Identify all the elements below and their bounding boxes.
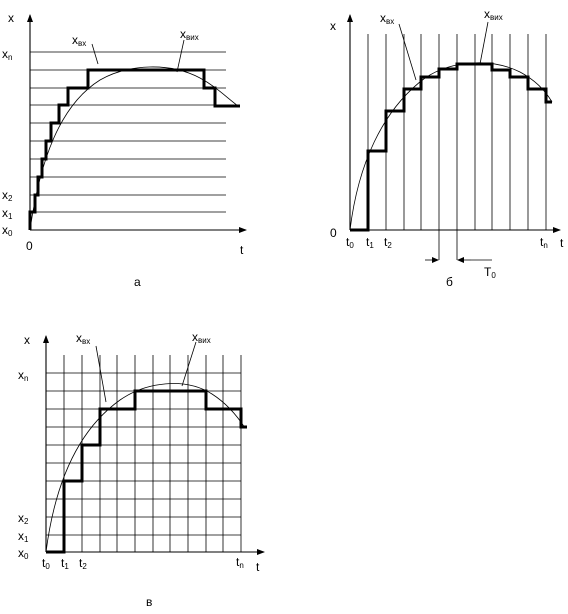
panel-b-caption: б [446, 275, 453, 289]
panel-a-xn-label: xn [2, 47, 12, 62]
panel-c-in-label: xвх [76, 331, 90, 346]
panel-a-out-label: xвих [180, 27, 199, 42]
panel-a-x1-label: x1 [2, 206, 13, 221]
panel-c-x2-label: x2 [18, 511, 29, 526]
panel-b-in-leader [398, 23, 417, 81]
panel-c-t-axis-label: t [256, 560, 260, 574]
panel-a: x xn x2 x1 x0 0 t xвх xвих а [2, 11, 247, 289]
panel-c-t0-label: t0 [42, 556, 50, 571]
panel-b-t1-label: t1 [366, 235, 374, 250]
panel-a-t-axis-label: t [240, 243, 244, 257]
panel-c: x xn x2 x1 x0 t0 t1 t2 tn t xвх xвих в [18, 330, 265, 609]
panel-c-out-leader [181, 341, 197, 387]
panel-c-x-axis-label: x [24, 333, 30, 347]
panel-c-out-label: xвих [192, 330, 211, 345]
panel-c-t1-label: t1 [61, 556, 69, 571]
panel-c-x1-label: x1 [18, 529, 29, 544]
panel-b-input-curve [349, 62, 553, 231]
panel-c-level-grid [46, 372, 241, 536]
panel-a-origin-label: 0 [26, 239, 33, 253]
panel-a-x-axis-label: x [8, 11, 14, 25]
panel-b: x 0 t0 t1 t2 tn t T0 xвх xвих б [330, 7, 564, 289]
panel-b-out-leader [479, 21, 489, 65]
panel-b-tn-label: tn [540, 235, 548, 250]
panel-a-caption: а [134, 275, 141, 289]
panel-c-output-staircase [46, 389, 247, 554]
panel-a-input-curve [29, 66, 239, 231]
panel-b-in-label: xвх [380, 11, 394, 26]
panel-c-tn-label: tn [236, 555, 244, 570]
panel-b-origin-label: 0 [330, 226, 337, 240]
panel-b-t2-label: t2 [384, 235, 392, 250]
panel-a-out-leader [176, 39, 185, 73]
panel-c-xn-label: xn [18, 368, 28, 383]
panel-a-output-staircase [28, 68, 240, 230]
panel-a-x2-label: x2 [2, 188, 13, 203]
panel-c-t2-label: t2 [79, 556, 87, 571]
panel-b-t0-label: t0 [346, 235, 354, 250]
panel-c-caption: в [146, 595, 152, 609]
panel-c-in-leader [95, 345, 107, 403]
panel-a-in-label: xвх [72, 33, 86, 48]
panel-c-sample-grid [63, 355, 242, 552]
panel-a-in-leader [91, 43, 99, 65]
panel-b-period-label: T0 [484, 265, 496, 280]
panel-c-x0-label: x0 [18, 546, 29, 561]
panel-b-x-axis-label: x [330, 19, 336, 33]
panel-a-x0-label: x0 [2, 223, 13, 238]
panel-b-out-label: xвих [484, 7, 503, 22]
panel-b-t-axis-label: t [560, 236, 564, 250]
panel-b-output-staircase [350, 62, 552, 232]
